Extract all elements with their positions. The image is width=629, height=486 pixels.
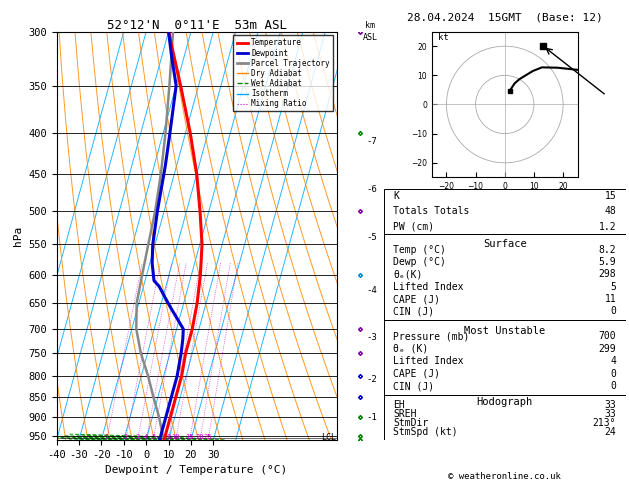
Text: 0: 0 [610,368,616,379]
Text: CAPE (J): CAPE (J) [393,368,440,379]
Text: Most Unstable: Most Unstable [464,326,545,336]
Bar [384,320,626,395]
Text: Temp (°C): Temp (°C) [393,245,446,255]
Text: 298: 298 [599,269,616,279]
Text: Surface: Surface [483,239,526,249]
Text: 4: 4 [610,356,616,366]
Text: 15: 15 [186,434,194,440]
Text: SREH: SREH [393,409,417,419]
Text: 5: 5 [610,282,616,292]
Text: 24: 24 [604,427,616,437]
Text: 8: 8 [166,434,170,440]
Text: CIN (J): CIN (J) [393,306,435,316]
Text: -3: -3 [367,333,377,342]
X-axis label: Dewpoint / Temperature (°C): Dewpoint / Temperature (°C) [106,465,287,475]
Text: Lifted Index: Lifted Index [393,356,464,366]
Text: CIN (J): CIN (J) [393,381,435,391]
Text: -7: -7 [367,137,377,146]
Bar [384,395,626,440]
Text: 299: 299 [599,344,616,354]
Text: 213°: 213° [593,418,616,428]
Text: 1.2: 1.2 [599,222,616,231]
Text: Pressure (mb): Pressure (mb) [393,331,470,341]
Title: 52°12'N  0°11'E  53m ASL: 52°12'N 0°11'E 53m ASL [106,18,287,32]
Text: θₑ(K): θₑ(K) [393,269,423,279]
Text: -1: -1 [367,413,377,422]
Text: ASL: ASL [363,33,378,42]
Text: 25: 25 [204,434,213,440]
Text: StmSpd (kt): StmSpd (kt) [393,427,458,437]
Text: 48: 48 [604,207,616,216]
Text: 3: 3 [135,434,140,440]
Text: 0: 0 [610,381,616,391]
Text: 33: 33 [604,409,616,419]
Text: LCL: LCL [321,434,336,442]
Text: 0: 0 [610,306,616,316]
Text: EH: EH [393,400,405,410]
Text: Hodograph: Hodograph [477,398,533,407]
Text: 20: 20 [196,434,204,440]
Text: -5: -5 [367,233,377,243]
Text: 28.04.2024  15GMT  (Base: 12): 28.04.2024 15GMT (Base: 12) [407,12,603,22]
Text: 5.9: 5.9 [599,257,616,267]
Text: K: K [393,191,399,202]
Text: Totals Totals: Totals Totals [393,207,470,216]
Text: km: km [365,21,376,30]
Y-axis label: hPa: hPa [13,226,23,246]
Text: 11: 11 [604,294,616,304]
Text: kt: kt [438,34,448,42]
Text: 33: 33 [604,400,616,410]
Text: -6: -6 [367,185,377,193]
Text: -4: -4 [367,286,377,295]
Text: 700: 700 [599,331,616,341]
Text: 10: 10 [172,434,180,440]
Text: θₑ (K): θₑ (K) [393,344,428,354]
Text: CAPE (J): CAPE (J) [393,294,440,304]
Text: 2: 2 [124,434,128,440]
Text: Lifted Index: Lifted Index [393,282,464,292]
Text: StmDir: StmDir [393,418,428,428]
Text: -2: -2 [367,375,377,384]
Text: 8.2: 8.2 [599,245,616,255]
Text: PW (cm): PW (cm) [393,222,435,231]
Text: 15: 15 [604,191,616,202]
Text: 5: 5 [151,434,155,440]
Bar [384,189,626,234]
Bar [384,234,626,320]
Legend: Temperature, Dewpoint, Parcel Trajectory, Dry Adiabat, Wet Adiabat, Isotherm, Mi: Temperature, Dewpoint, Parcel Trajectory… [233,35,333,111]
Text: Dewp (°C): Dewp (°C) [393,257,446,267]
Text: © weatheronline.co.uk: © weatheronline.co.uk [448,472,561,481]
Text: 4: 4 [144,434,148,440]
Text: 1: 1 [104,434,109,440]
